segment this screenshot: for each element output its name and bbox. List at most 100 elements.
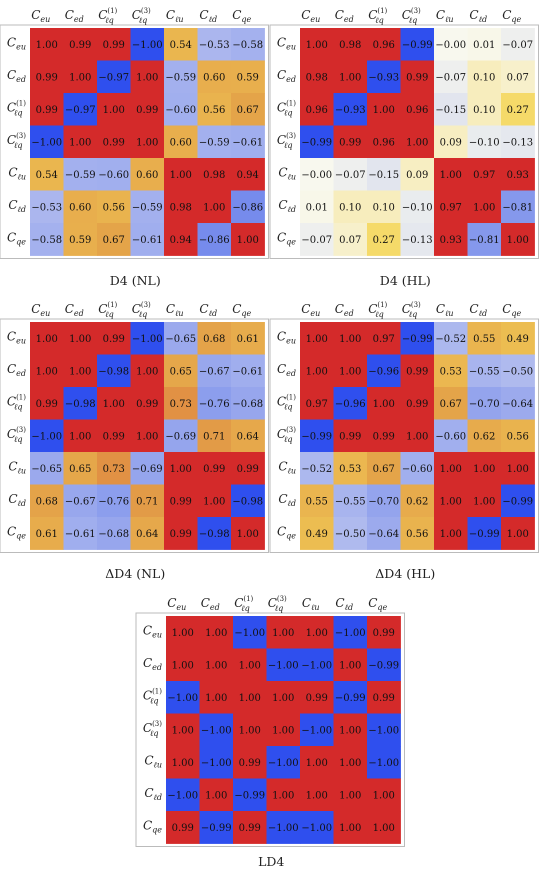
- cell-value-label: −0.07: [335, 170, 366, 181]
- cell-value-label: −0.60: [98, 170, 129, 181]
- heatmap-cell: [231, 28, 265, 61]
- heatmap-cell: [164, 125, 198, 159]
- heatmap-cell: [97, 223, 131, 256]
- cell-value-label: −1.00: [301, 660, 332, 671]
- heatmap-cell: [467, 93, 502, 126]
- heatmap-cell: [130, 93, 165, 126]
- heatmap-cell: [400, 60, 435, 94]
- cell-value-label: 1.00: [339, 72, 361, 83]
- cell-value-label: 1.00: [205, 628, 227, 639]
- panel-title: D4 (NL): [110, 273, 161, 288]
- cell-value-label: 0.60: [136, 170, 158, 181]
- heatmap-cell: [30, 517, 64, 550]
- cell-value-label: −0.50: [335, 529, 366, 540]
- heatmap-cell: [164, 419, 198, 453]
- row-label: C(3) ℓq: [143, 720, 162, 738]
- heatmap-cell: [333, 452, 368, 485]
- cell-value-label: −0.70: [469, 399, 500, 410]
- heatmap-cell: [333, 354, 368, 388]
- heatmap-cell: [300, 322, 334, 355]
- heatmap-panel-1: 1.00 0.99 0.99 −1.00 0.54 −0.53 −0.580.99 1.00−…: [0, 7, 269, 288]
- cell-value-label: 0.99: [373, 693, 395, 704]
- cell-value-label: −0.86: [199, 235, 230, 246]
- cell-value-label: −0.59: [132, 202, 163, 213]
- heatmap-cell: [266, 746, 301, 779]
- heatmap-cell: [130, 517, 165, 550]
- heatmap-cell: [300, 60, 334, 94]
- heatmap-cell: [63, 517, 98, 550]
- cell-value-label: 1.00: [203, 496, 225, 507]
- heatmap-cell: [367, 158, 401, 191]
- cell-value-label: 1.00: [170, 464, 192, 475]
- column-label: Ced: [65, 8, 84, 24]
- cell-value-label: 0.09: [440, 137, 462, 148]
- heatmap-cell: [199, 778, 234, 812]
- column-label: C(1) ℓq: [98, 301, 117, 319]
- cell-value-label: 1.00: [406, 431, 428, 442]
- heatmap-cell: [199, 746, 234, 779]
- heatmap-cell: [97, 158, 131, 191]
- heatmap-cell: [467, 28, 502, 61]
- cell-value-label: −1.00: [268, 758, 299, 769]
- heatmap-cell: [63, 158, 98, 191]
- column-label: C(3) ℓq: [268, 595, 287, 613]
- cell-value-label: −0.99: [402, 334, 433, 345]
- cell-value-label: 0.64: [136, 529, 158, 540]
- heatmap-cell: [400, 354, 435, 388]
- row-label: Cqe: [7, 230, 26, 246]
- cell-value-label: −0.68: [98, 529, 129, 540]
- heatmap-cell: [164, 322, 198, 355]
- cell-value-label: 0.55: [306, 496, 328, 507]
- heatmap-cell: [400, 484, 435, 518]
- cell-value-label: 1.00: [473, 496, 495, 507]
- heatmap-cell: [434, 93, 468, 126]
- row-label: Ceu: [7, 35, 26, 51]
- heatmap-cell: [30, 93, 64, 126]
- heatmap-cell: [501, 322, 535, 355]
- column-label: Ceu: [301, 302, 320, 318]
- cell-value-label: 1.00: [272, 628, 294, 639]
- row-label: Ced: [7, 68, 26, 84]
- row-label: Ced: [277, 68, 296, 84]
- heatmap-cell: [400, 125, 435, 159]
- cell-value-label: −0.64: [368, 529, 399, 540]
- cell-value-label: 0.60: [170, 137, 192, 148]
- cell-value-label: 0.99: [170, 529, 192, 540]
- heatmap-cell: [63, 322, 98, 355]
- cell-value-label: 0.01: [473, 40, 495, 51]
- heatmap-cell: [97, 484, 131, 518]
- heatmap-cell: [97, 322, 131, 355]
- heatmap-cell: [166, 648, 200, 682]
- cell-value-label: 0.60: [69, 202, 91, 213]
- cell-value-label: 1.00: [440, 464, 462, 475]
- cell-value-label: −0.98: [98, 366, 129, 377]
- cell-value-label: −0.96: [335, 399, 366, 410]
- cell-value-label: −1.00: [301, 725, 332, 736]
- heatmap-cell: [434, 322, 468, 355]
- heatmap-cell: [400, 419, 435, 453]
- heatmap-cell: [300, 648, 334, 682]
- heatmap-cell: [367, 125, 401, 159]
- heatmap-cell: [197, 484, 232, 518]
- heatmap-cell: [231, 223, 265, 256]
- panel-title: ΔD4 (NL): [105, 566, 165, 581]
- row-label: Cqe: [143, 818, 162, 834]
- heatmap-cell: [333, 484, 368, 518]
- cell-value-label: −0.68: [232, 399, 263, 410]
- heatmap-cell: [233, 713, 267, 747]
- cell-value-label: −1.00: [368, 725, 399, 736]
- cell-value-label: −0.61: [232, 366, 263, 377]
- cell-value-label: −0.52: [301, 464, 332, 475]
- cell-value-label: 1.00: [339, 790, 361, 801]
- cell-value-label: 1.00: [373, 823, 395, 834]
- cell-value-label: 0.62: [406, 496, 428, 507]
- heatmap-cell: [199, 713, 234, 747]
- cell-value-label: 0.98: [339, 40, 361, 51]
- heatmap-cell: [30, 419, 64, 453]
- heatmap-cell: [333, 93, 368, 126]
- heatmap-cell: [333, 713, 368, 747]
- heatmap-cell: [130, 387, 165, 420]
- cell-value-label: −0.07: [435, 72, 466, 83]
- row-label: Cℓu: [8, 165, 26, 181]
